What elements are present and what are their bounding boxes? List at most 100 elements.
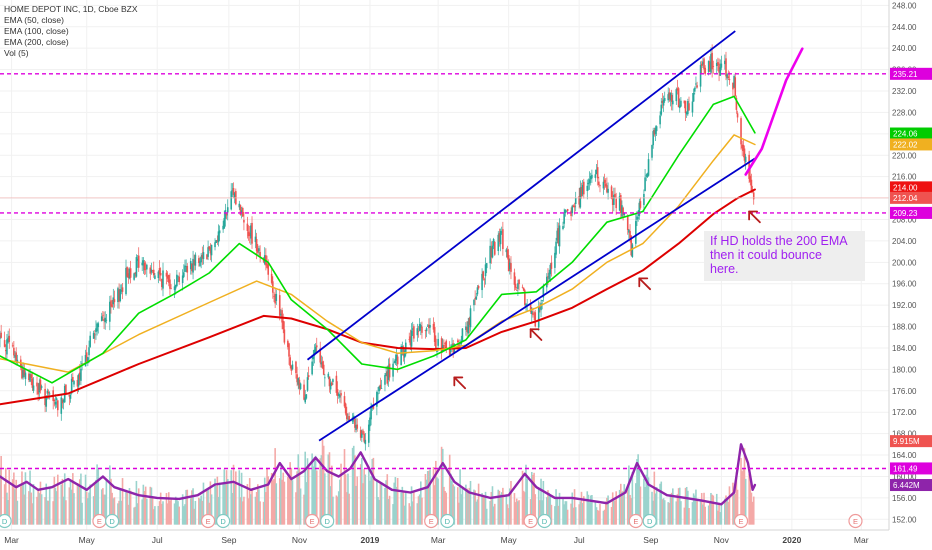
candle-body — [450, 349, 452, 353]
volume-bar — [668, 502, 671, 525]
candle-body — [191, 263, 193, 272]
candle-body — [469, 308, 472, 328]
volume-bar — [39, 481, 42, 525]
marker-letter: E — [429, 517, 434, 526]
volume-bar — [235, 471, 237, 525]
x-tick-label: Sep — [221, 535, 236, 545]
marker-letter: D — [324, 517, 330, 526]
candle-body — [239, 205, 242, 215]
volume-bar — [595, 507, 598, 525]
x-tick-label: Mar — [4, 535, 19, 545]
volume-bar — [162, 501, 164, 525]
marker-letter: D — [2, 517, 8, 526]
volume-bar — [396, 477, 399, 525]
volume-bar — [65, 500, 67, 525]
candle-body — [717, 62, 719, 65]
volume-bar — [37, 489, 39, 525]
volume-bar — [506, 504, 509, 525]
candle-body — [466, 326, 468, 333]
volume-bar — [653, 471, 656, 525]
candle-body — [580, 186, 583, 197]
earnings-marker: D — [642, 513, 657, 529]
candle-body — [23, 369, 26, 376]
volume-bar — [718, 504, 720, 525]
candle-body — [652, 131, 654, 146]
volume-bar — [425, 479, 428, 525]
candle-body — [133, 273, 135, 280]
candle-body — [103, 319, 105, 321]
candle-body — [647, 159, 650, 176]
candle-body — [444, 343, 446, 344]
candle-body — [154, 275, 156, 279]
candle-body — [224, 210, 227, 219]
candle-body — [84, 354, 87, 367]
volume-bar — [159, 492, 162, 525]
candle-body — [402, 346, 405, 356]
candle-body — [89, 335, 91, 347]
y-tick-label: 188.00 — [892, 323, 917, 332]
volume-bar — [402, 490, 405, 525]
volume-bar — [11, 479, 14, 525]
candle-body — [85, 352, 88, 364]
candle-body — [152, 269, 155, 276]
volume-bar — [247, 498, 250, 525]
volume-bar — [728, 486, 731, 525]
volume-bar — [20, 486, 22, 525]
candle-body — [699, 65, 702, 87]
volume-bar — [628, 465, 630, 525]
y-tick-label: 152.00 — [892, 515, 917, 524]
volume-bar — [329, 486, 332, 525]
volume-bar — [231, 492, 234, 525]
volume-bar — [38, 493, 41, 525]
candle-body — [591, 174, 593, 179]
candle-body — [149, 267, 152, 274]
volume-bar — [565, 501, 568, 525]
volume-bar — [678, 487, 681, 525]
candle-body — [572, 205, 575, 208]
price-label: 209.23 — [890, 206, 932, 219]
price-label-text: 224.06 — [893, 130, 918, 139]
volume-bar — [579, 501, 582, 525]
candle-body — [595, 169, 598, 175]
volume-bar — [635, 483, 637, 525]
earnings-marker: E — [424, 513, 439, 529]
volume-bar — [421, 497, 423, 525]
volume-bar — [460, 494, 463, 525]
candle-body — [378, 386, 380, 392]
candle-body — [46, 390, 49, 394]
volume-bar — [32, 484, 35, 525]
volume-bar — [403, 505, 406, 525]
y-tick-label: 232.00 — [892, 87, 917, 96]
candle-body — [720, 63, 723, 68]
volume-bar — [312, 466, 315, 525]
volume-bar — [517, 501, 519, 525]
volume-bar — [251, 489, 253, 525]
volume-bar — [667, 502, 669, 525]
candle-body — [502, 229, 504, 250]
candle-body — [87, 357, 89, 364]
candle-body — [267, 264, 270, 275]
candle-body — [215, 240, 217, 243]
volume-bar — [351, 447, 354, 525]
volume-bar — [346, 492, 348, 525]
candle-body — [691, 101, 694, 113]
volume-bar — [693, 495, 696, 525]
candle-body — [606, 185, 608, 193]
volume-bar — [684, 487, 687, 525]
volume-bar — [532, 474, 534, 525]
y-tick-label: 176.00 — [892, 387, 917, 396]
volume-bar — [256, 484, 259, 525]
volume-bar — [36, 496, 38, 525]
x-tick-label: May — [501, 535, 518, 545]
candle-body — [703, 58, 705, 70]
volume-bar — [81, 502, 83, 525]
candle-body — [14, 354, 16, 358]
volume-bar — [167, 492, 170, 525]
volume-bar — [137, 488, 140, 525]
volume-bar — [603, 509, 606, 525]
candle-body — [266, 263, 268, 268]
candle-body — [626, 215, 629, 231]
volume-bar — [498, 490, 501, 525]
marker-letter: D — [220, 517, 226, 526]
candle-body — [537, 306, 540, 328]
